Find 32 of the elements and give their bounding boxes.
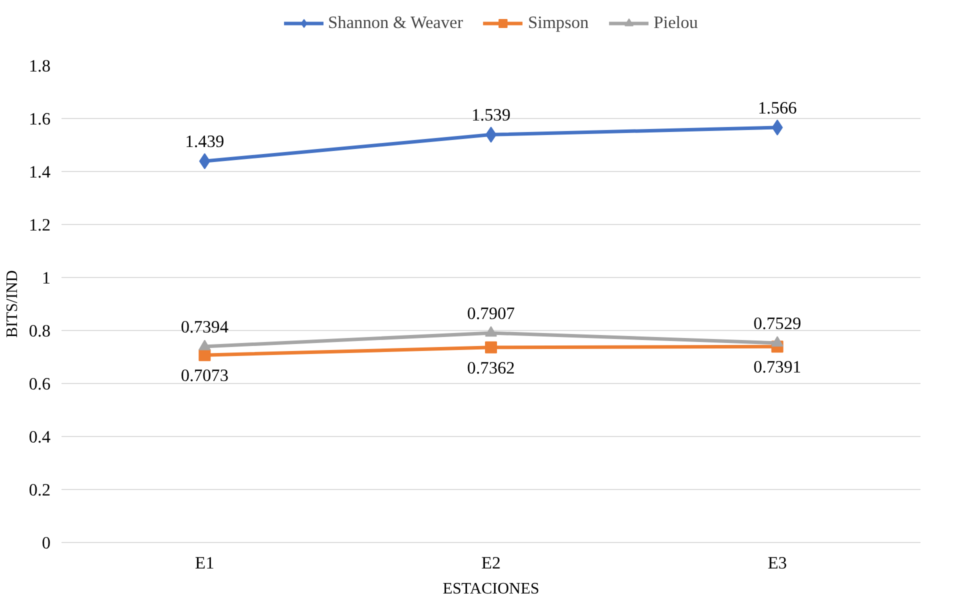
data-label: 0.7529 [754, 314, 802, 333]
point [198, 340, 211, 350]
legend-label: Pielou [654, 12, 698, 32]
y-tick-label: 0.4 [28, 428, 51, 446]
y-tick-label: 1 [42, 268, 51, 288]
data-label: 0.7394 [180, 318, 229, 337]
x-axis-title: ESTACIONES [442, 580, 540, 598]
data-label: 0.7907 [467, 304, 516, 323]
point [771, 336, 784, 347]
y-tick-label: 1.8 [28, 56, 51, 76]
y-axis-title: BITS/IND [4, 270, 21, 338]
y-tick-label: 0.6 [28, 374, 51, 394]
y-tick-label: 1.2 [28, 216, 51, 234]
legend-label: Simpson [528, 12, 589, 32]
data-label: 1.566 [758, 98, 798, 118]
data-label: 0.7391 [754, 358, 802, 377]
data-label: 0.7073 [180, 366, 228, 386]
x-tick-label: E2 [481, 554, 501, 572]
data-label: 1.439 [185, 132, 224, 152]
y-tick-label: 1.4 [28, 162, 51, 182]
point [485, 326, 497, 337]
point [485, 341, 497, 354]
data-label: 0.7362 [467, 358, 515, 378]
point [198, 349, 211, 362]
y-tick-label: 1.6 [28, 110, 51, 128]
y-tick-label: 0 [42, 534, 51, 552]
y-tick-label: 0.8 [28, 322, 51, 340]
data-label: 1.539 [472, 106, 511, 125]
x-tick-label: E3 [768, 554, 787, 572]
x-tick-label: E1 [195, 554, 214, 572]
y-tick-label: 0.2 [28, 480, 51, 500]
legend-label: Shannon & Weaver [328, 12, 463, 32]
